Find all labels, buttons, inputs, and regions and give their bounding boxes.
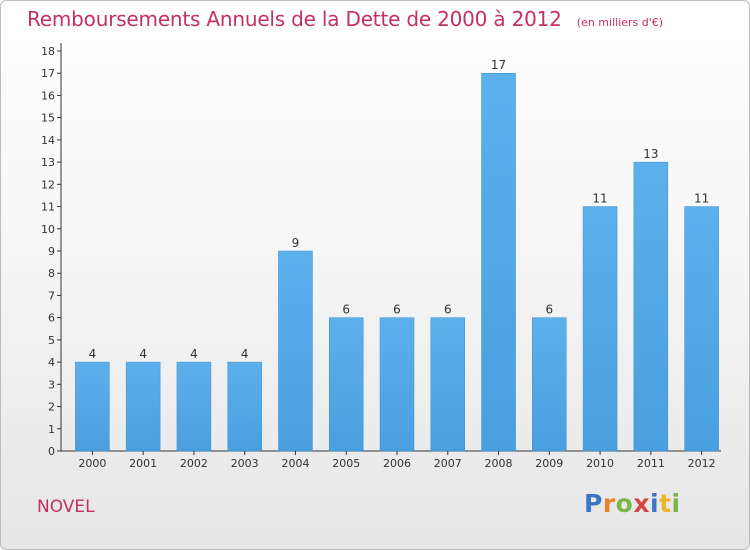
chart-title: Remboursements Annuels de la Dette de 20… [27, 7, 562, 31]
data-label: 4 [139, 347, 147, 361]
chart-subtitle: (en milliers d'€) [576, 16, 664, 29]
y-tick-label: 10 [41, 223, 55, 236]
bar [684, 206, 719, 452]
bar [481, 72, 516, 452]
y-tick-label: 11 [41, 201, 55, 214]
x-tick-label: 2002 [180, 457, 208, 470]
data-label: 4 [190, 347, 198, 361]
bar [430, 317, 466, 452]
bar [278, 250, 313, 452]
y-tick-label: 16 [41, 89, 55, 102]
y-tick-label: 14 [41, 134, 55, 147]
x-tick-label: 2011 [637, 457, 665, 470]
proxiti-logo: Proxiti [584, 489, 681, 518]
data-label: 6 [444, 303, 452, 317]
x-tick-label: 2003 [231, 457, 259, 470]
commune-name: NOVEL [37, 497, 95, 517]
y-tick-label: 9 [48, 245, 55, 258]
bar [379, 317, 415, 452]
y-tick-label: 8 [48, 267, 55, 280]
data-label: 6 [545, 303, 553, 317]
y-tick-label: 0 [48, 445, 55, 458]
x-tick-label: 2008 [485, 457, 513, 470]
data-label: 17 [491, 58, 506, 72]
bar [582, 206, 618, 452]
data-label: 4 [89, 347, 97, 361]
y-tick-label: 5 [48, 334, 55, 347]
y-tick-label: 15 [41, 112, 55, 125]
x-tick-label: 2001 [129, 457, 157, 470]
data-label: 6 [342, 303, 350, 317]
x-tick-label: 2000 [78, 457, 106, 470]
y-tick-label: 2 [48, 401, 55, 414]
x-tick-label: 2009 [535, 457, 563, 470]
x-tick-label: 2012 [688, 457, 716, 470]
y-tick-label: 4 [48, 356, 55, 369]
data-label: 11 [694, 192, 709, 206]
y-tick-label: 12 [41, 178, 55, 191]
data-label: 6 [393, 303, 401, 317]
bar [328, 317, 364, 452]
data-label: 13 [643, 147, 658, 161]
bar [633, 161, 669, 452]
x-tick-label: 2004 [281, 457, 309, 470]
y-tick-label: 18 [41, 45, 55, 58]
bar [227, 361, 262, 452]
y-tick-label: 7 [48, 289, 55, 302]
y-tick-label: 1 [48, 423, 55, 436]
bar [176, 361, 212, 452]
y-tick-label: 6 [48, 312, 55, 325]
y-tick-label: 3 [48, 378, 55, 391]
x-tick-label: 2010 [586, 457, 614, 470]
y-tick-label: 13 [41, 156, 55, 169]
data-label: 11 [592, 192, 607, 206]
bar [532, 317, 567, 452]
bar [75, 361, 110, 452]
x-tick-label: 2005 [332, 457, 360, 470]
bar [125, 361, 161, 452]
chart-title-row: Remboursements Annuels de la Dette de 20… [27, 7, 663, 31]
data-label: 4 [241, 347, 249, 361]
x-tick-label: 2007 [434, 457, 462, 470]
data-label: 9 [292, 236, 300, 250]
y-tick-label: 17 [41, 67, 55, 80]
x-tick-label: 2006 [383, 457, 411, 470]
